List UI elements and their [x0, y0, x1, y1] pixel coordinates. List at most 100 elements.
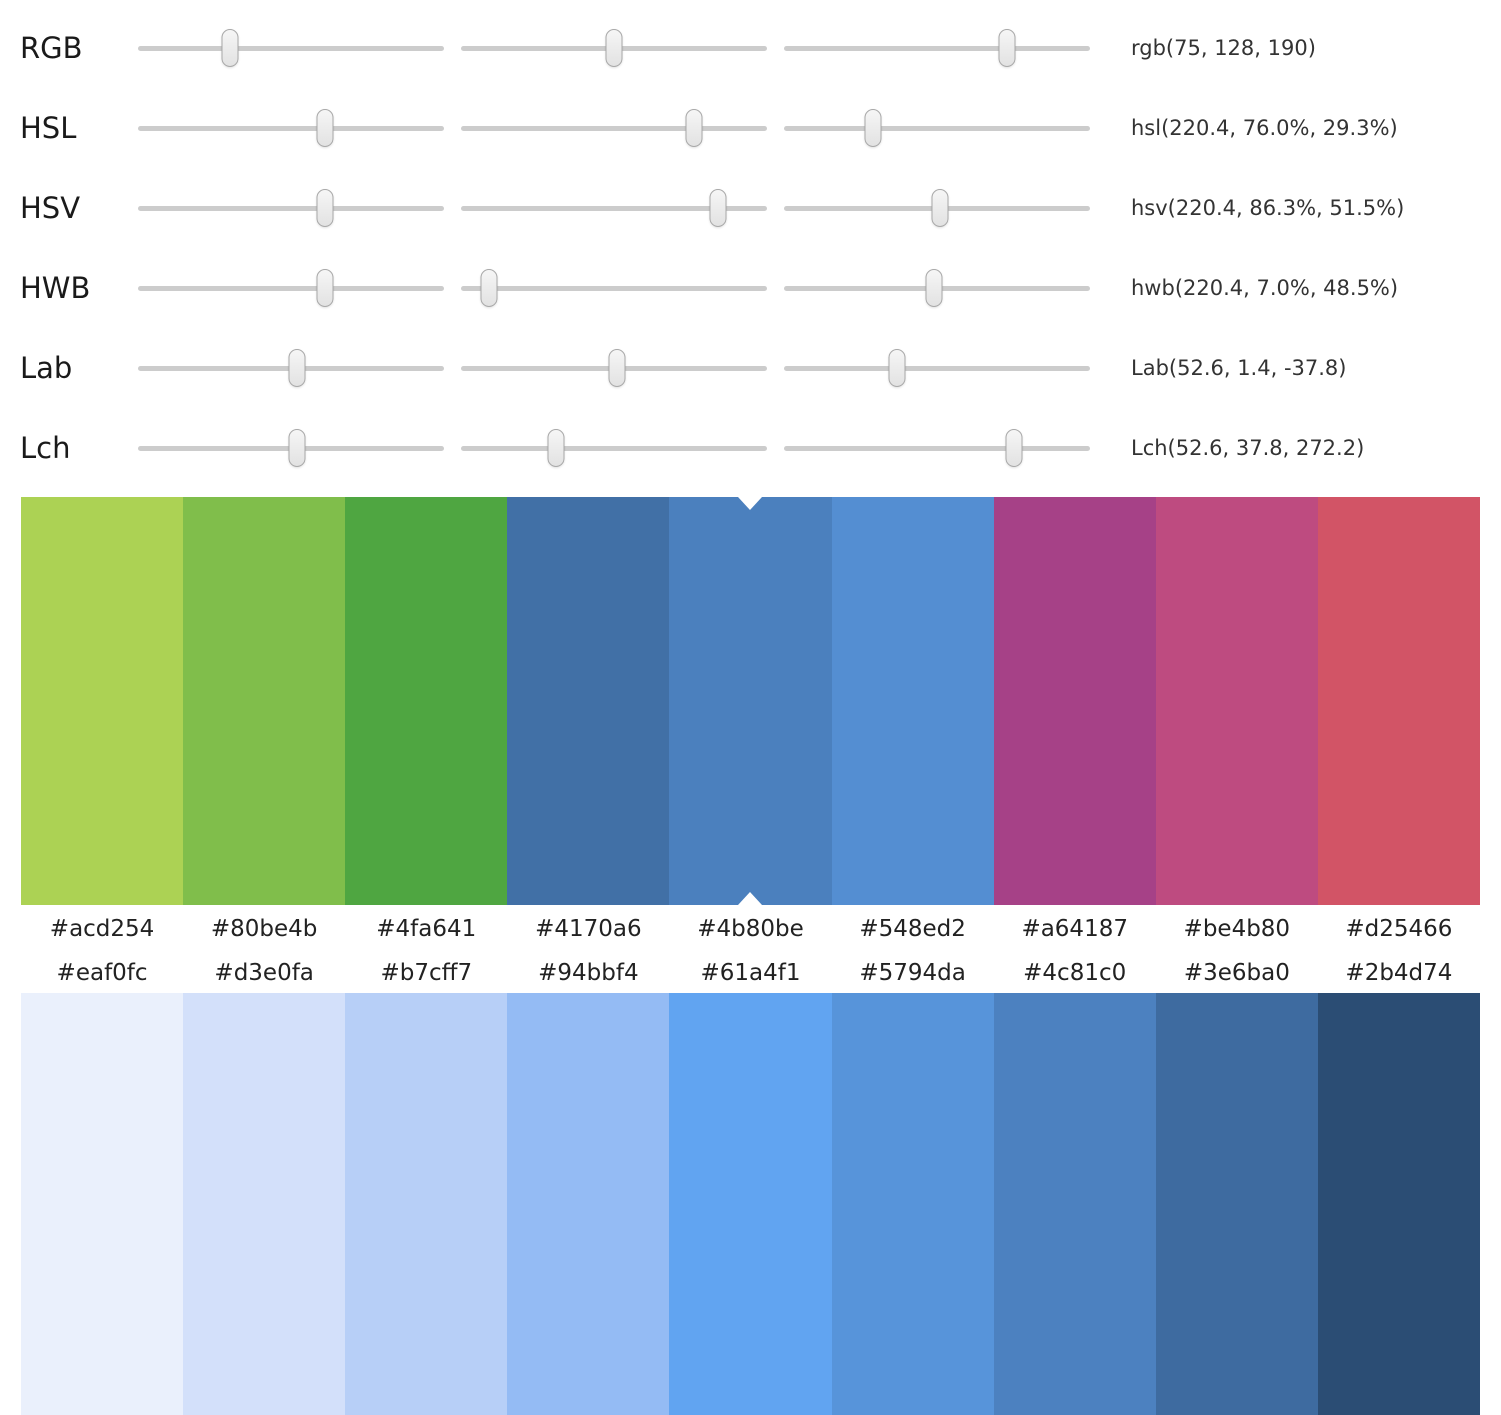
- slider-track[interactable]: [461, 349, 767, 387]
- color-swatch[interactable]: [345, 993, 508, 1415]
- swatch-hex-label: #2b4d74: [1345, 960, 1453, 986]
- color-swatch[interactable]: [1317, 993, 1480, 1415]
- slider-thumb[interactable]: [316, 109, 334, 147]
- slider-track[interactable]: [138, 429, 444, 467]
- selected-color-notch-top-icon: [738, 497, 763, 510]
- slider-row: Lab Lab(52.6, 1.4, -37.8): [20, 328, 1501, 408]
- slider-value: hwb(220.4, 7.0%, 48.5%): [1131, 276, 1399, 300]
- color-swatch[interactable]: [993, 497, 1156, 905]
- swatch-hex-label: #acd254: [49, 916, 155, 942]
- color-swatch[interactable]: [831, 497, 994, 905]
- swatch-hex-label: #61a4f1: [700, 960, 801, 986]
- slider-row-label: HSL: [20, 111, 77, 145]
- swatch-hex-label: #4c81c0: [1023, 960, 1127, 986]
- slider-track[interactable]: [461, 269, 767, 307]
- color-swatch[interactable]: [1317, 497, 1480, 905]
- slider-thumb[interactable]: [605, 29, 623, 67]
- color-swatch[interactable]: [993, 993, 1156, 1415]
- slider-track[interactable]: [784, 269, 1090, 307]
- slider-thumb[interactable]: [998, 29, 1016, 67]
- slider-row-label: Lch: [20, 431, 71, 465]
- slider-row: RGB rgb(75, 128, 190): [20, 8, 1501, 88]
- color-swatch[interactable]: [831, 993, 994, 1415]
- color-swatch[interactable]: [507, 993, 670, 1415]
- swatch-hex-label: #a64187: [1021, 916, 1128, 942]
- swatch-hex-label: #548ed2: [859, 916, 966, 942]
- slider-value: Lab(52.6, 1.4, -37.8): [1131, 356, 1347, 380]
- color-swatch[interactable]: [1155, 993, 1318, 1415]
- color-swatch[interactable]: [1155, 497, 1318, 905]
- slider-thumb[interactable]: [608, 349, 626, 387]
- slider-thumb[interactable]: [288, 429, 306, 467]
- slider-track[interactable]: [138, 269, 444, 307]
- color-swatch[interactable]: [183, 497, 346, 905]
- swatch-hex-label: #4170a6: [535, 916, 642, 942]
- slider-value: rgb(75, 128, 190): [1131, 36, 1316, 60]
- swatch-hex-label: #be4b80: [1183, 916, 1291, 942]
- swatch-hex-label: #3e6ba0: [1183, 960, 1290, 986]
- slider-track[interactable]: [784, 29, 1090, 67]
- slider-track[interactable]: [461, 189, 767, 227]
- palette-top: #acd254 #80be4b #4fa641 #4170a6 #4b80be #548e…: [0, 497, 1501, 953]
- slider-value: Lch(52.6, 37.8, 272.2): [1131, 436, 1365, 460]
- slider-thumb[interactable]: [480, 269, 498, 307]
- slider-track[interactable]: [138, 189, 444, 227]
- slider-thumb[interactable]: [931, 189, 949, 227]
- slider-value: hsv(220.4, 86.3%, 51.5%): [1131, 196, 1405, 220]
- swatch-hex-label: #b7cff7: [380, 960, 473, 986]
- palette-bottom-labels: #eaf0fc #d3e0fa #b7cff7 #94bbf4 #61a4f1 #5794…: [21, 953, 1480, 993]
- palette-top-band: [21, 497, 1480, 905]
- slider-track[interactable]: [461, 429, 767, 467]
- color-swatch[interactable]: [21, 993, 184, 1415]
- slider-track[interactable]: [461, 109, 767, 147]
- slider-value: hsl(220.4, 76.0%, 29.3%): [1131, 116, 1398, 140]
- selected-color-notch-bottom-icon: [738, 892, 763, 905]
- slider-thumb[interactable]: [316, 269, 334, 307]
- swatch-hex-label: #5794da: [859, 960, 966, 986]
- slider-thumb[interactable]: [1005, 429, 1022, 467]
- slider-thumb[interactable]: [316, 189, 334, 227]
- palette-top-labels: #acd254 #80be4b #4fa641 #4170a6 #4b80be #548e…: [21, 905, 1480, 953]
- slider-track[interactable]: [784, 189, 1090, 227]
- swatch-hex-label: #d3e0fa: [214, 960, 314, 986]
- color-swatch[interactable]: [669, 497, 832, 905]
- slider-track[interactable]: [784, 429, 1090, 467]
- slider-track[interactable]: [784, 349, 1090, 387]
- slider-track[interactable]: [138, 349, 444, 387]
- slider-thumb[interactable]: [925, 269, 943, 307]
- swatch-hex-label: #d25466: [1345, 916, 1453, 942]
- slider-thumb[interactable]: [888, 349, 906, 387]
- slider-row-label: HWB: [20, 271, 91, 305]
- slider-track[interactable]: [138, 29, 444, 67]
- slider-track[interactable]: [461, 29, 767, 67]
- color-swatch[interactable]: [21, 497, 184, 905]
- slider-thumb[interactable]: [864, 109, 882, 147]
- color-swatch[interactable]: [183, 993, 346, 1415]
- slider-row-label: Lab: [20, 351, 73, 385]
- slider-thumb[interactable]: [288, 349, 306, 387]
- color-swatch[interactable]: [669, 993, 832, 1415]
- sliders-section: RGB rgb(75, 128, 190) HSL hsl(220.4, 76.…: [0, 0, 1501, 488]
- slider-row: HWB hwb(220.4, 7.0%, 48.5%): [20, 248, 1501, 328]
- swatch-hex-label: #94bbf4: [538, 960, 639, 986]
- slider-row: HSV hsv(220.4, 86.3%, 51.5%): [20, 168, 1501, 248]
- slider-thumb[interactable]: [685, 109, 703, 147]
- swatch-hex-label: #80be4b: [210, 916, 318, 942]
- slider-track[interactable]: [138, 109, 444, 147]
- slider-thumb[interactable]: [709, 189, 727, 227]
- slider-thumb[interactable]: [221, 29, 239, 67]
- slider-row: HSL hsl(220.4, 76.0%, 29.3%): [20, 88, 1501, 168]
- color-swatch[interactable]: [345, 497, 508, 905]
- swatch-hex-label: #4fa641: [376, 916, 477, 942]
- slider-track[interactable]: [784, 109, 1090, 147]
- palette-bottom: #eaf0fc #d3e0fa #b7cff7 #94bbf4 #61a4f1 #5794…: [0, 953, 1501, 1415]
- slider-row-label: HSV: [20, 191, 81, 225]
- slider-row-label: RGB: [20, 31, 83, 65]
- slider-row: Lch Lch(52.6, 37.8, 272.2): [20, 408, 1501, 488]
- palette-bottom-band: [21, 993, 1480, 1415]
- swatch-hex-label: #eaf0fc: [56, 960, 148, 986]
- slider-thumb[interactable]: [547, 429, 565, 467]
- color-swatch[interactable]: [507, 497, 670, 905]
- swatch-hex-label: #4b80be: [697, 916, 804, 942]
